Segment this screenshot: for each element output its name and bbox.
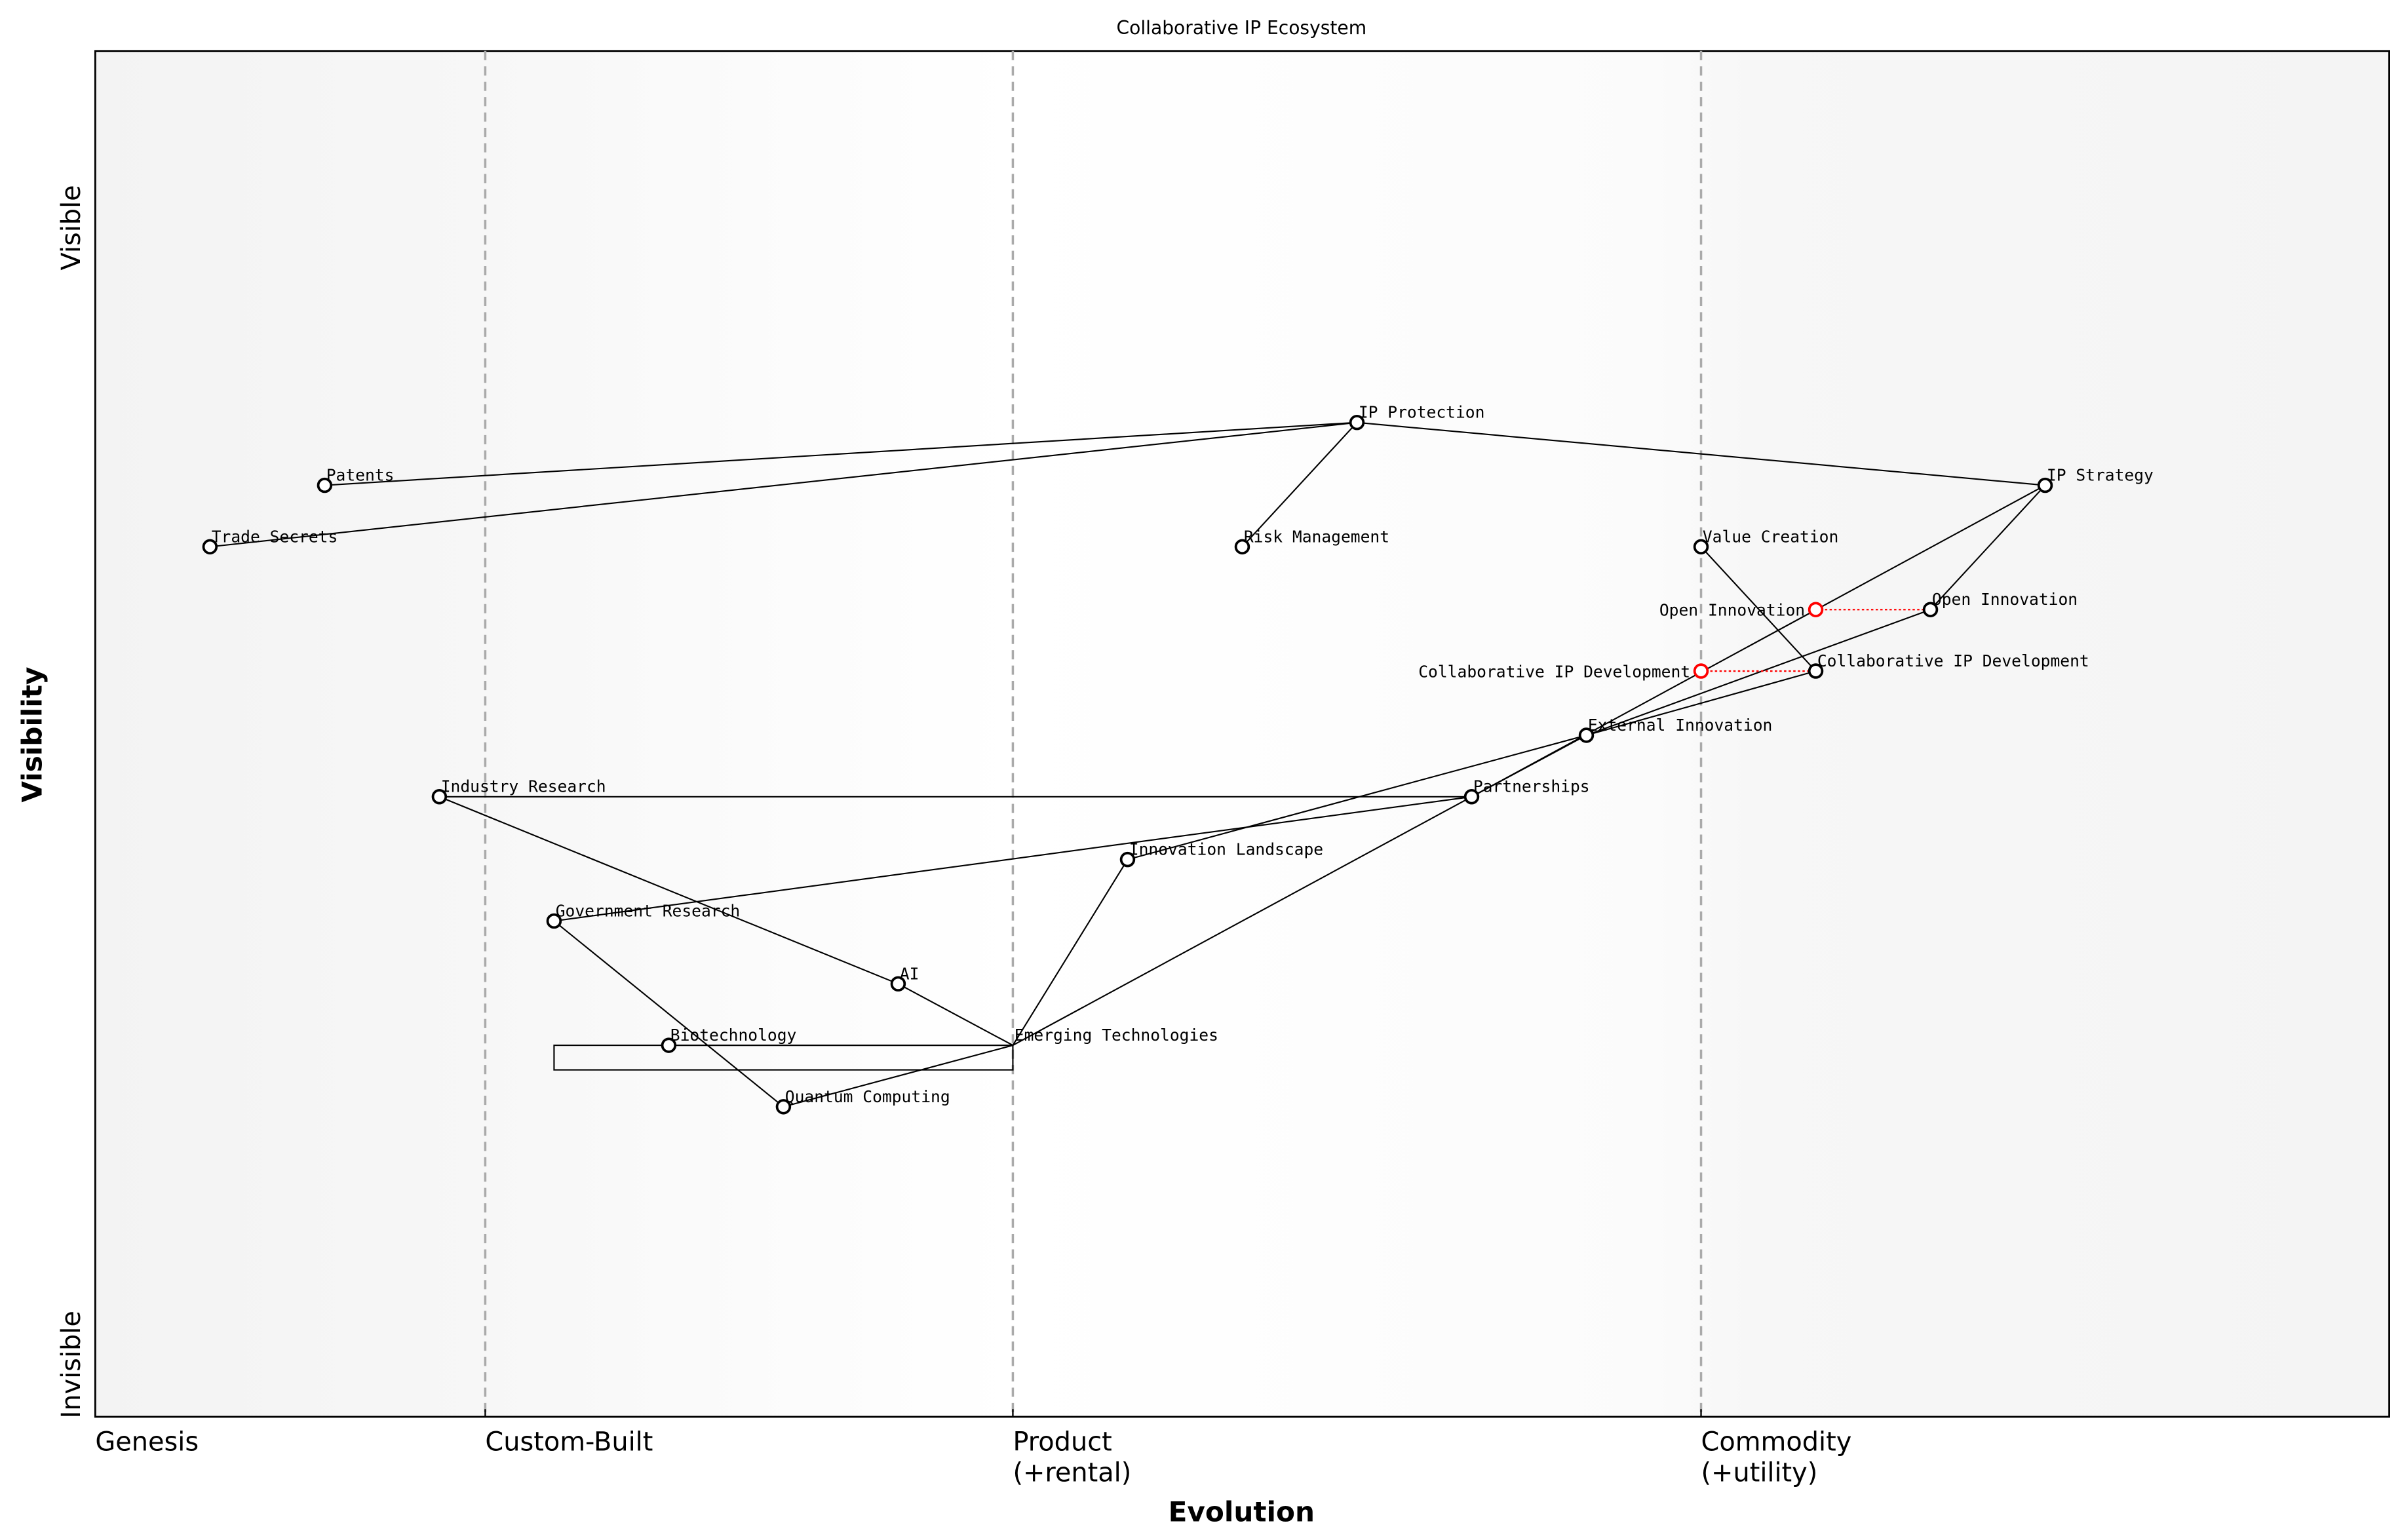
component-marker[interactable] — [1578, 727, 1595, 743]
stage-label: Genesis — [95, 1427, 199, 1457]
component-marker[interactable] — [202, 539, 218, 555]
component-label: Government Research — [556, 901, 741, 920]
component-label: Emerging Technologies — [1015, 1026, 1218, 1045]
dependency-link — [554, 796, 1472, 922]
component-marker[interactable] — [317, 477, 333, 493]
component-marker[interactable] — [661, 1037, 677, 1053]
chart-title: Collaborative IP Ecosystem — [1116, 17, 1366, 39]
component-label: Patents — [326, 466, 395, 485]
component-label: Trade Secrets — [212, 527, 338, 546]
stage-label: Commodity — [1701, 1427, 1852, 1457]
evolving-component-label: Open Innovation — [1659, 601, 1805, 620]
stage-label: Product — [1013, 1427, 1112, 1457]
dependency-link — [1012, 859, 1129, 1046]
stage-sublabel: (+rental) — [1013, 1457, 1131, 1488]
x-axis-title: Evolution — [1169, 1495, 1315, 1528]
component-label: Open Innovation — [1932, 590, 2078, 609]
evolving-component-marker[interactable] — [1693, 663, 1709, 679]
dependency-link — [1586, 670, 1816, 737]
dependency-link — [210, 421, 1357, 548]
component-marker[interactable] — [1119, 851, 1136, 868]
dependency-link — [553, 920, 784, 1107]
dependency-link — [783, 1045, 1013, 1107]
component-marker[interactable] — [1693, 539, 1709, 555]
component-label: Collaborative IP Development — [1817, 651, 2089, 670]
component-label: IP Protection — [1359, 403, 1485, 422]
dependency-link — [1241, 421, 1358, 548]
component-label: Industry Research — [441, 777, 606, 796]
component-label: AI — [900, 964, 919, 983]
component-label: Partnerships — [1473, 777, 1590, 796]
component-label: IP Strategy — [2047, 466, 2154, 485]
y-label-visible: Visible — [56, 185, 87, 270]
component-marker[interactable] — [775, 1099, 792, 1115]
component-label: Biotechnology — [670, 1026, 797, 1045]
component-label: External Innovation — [1588, 716, 1773, 735]
dependency-link — [1471, 735, 1587, 798]
dependency-link — [897, 983, 1013, 1047]
stage-sublabel: (+utility) — [1701, 1457, 1818, 1488]
component-marker[interactable] — [431, 789, 448, 805]
dependency-link — [1012, 796, 1472, 1047]
y-label-invisible: Invisible — [56, 1311, 87, 1418]
dependency-link — [1586, 609, 1931, 736]
component-marker[interactable] — [890, 976, 906, 992]
component-label: Risk Management — [1244, 527, 1389, 546]
dependency-link — [1929, 484, 2046, 610]
component-label: Quantum Computing — [785, 1087, 950, 1106]
component-marker[interactable] — [1234, 539, 1250, 555]
y-axis-title: Visibility — [16, 666, 48, 802]
dependency-link — [324, 421, 1357, 486]
component-marker[interactable] — [1922, 602, 1939, 617]
component-label: Value Creation — [1703, 527, 1838, 546]
dependency-link — [1357, 421, 2045, 486]
component-marker[interactable] — [1808, 663, 1824, 679]
dependency-link — [1700, 546, 1817, 672]
evolving-component-marker[interactable] — [1808, 602, 1824, 617]
stage-label: Custom-Built — [485, 1427, 653, 1457]
evolving-component-label: Collaborative IP Development — [1418, 662, 1690, 681]
component-marker[interactable] — [546, 913, 562, 929]
component-marker[interactable] — [1349, 414, 1365, 431]
dependency-link — [438, 796, 899, 985]
component-marker[interactable] — [1463, 789, 1480, 805]
plot-area — [94, 50, 2390, 1418]
component-marker[interactable] — [2037, 477, 2053, 493]
pipeline-box — [553, 1045, 1014, 1071]
component-label: Innovation Landscape — [1129, 840, 1323, 859]
